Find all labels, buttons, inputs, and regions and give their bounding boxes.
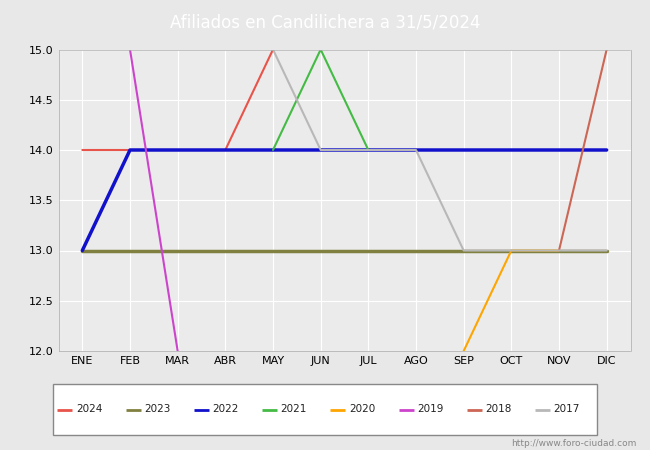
Text: 2020: 2020 xyxy=(349,405,375,414)
Text: 2018: 2018 xyxy=(486,405,512,414)
Text: 2017: 2017 xyxy=(554,405,580,414)
Text: http://www.foro-ciudad.com: http://www.foro-ciudad.com xyxy=(512,439,637,448)
Text: 2023: 2023 xyxy=(144,405,170,414)
FancyBboxPatch shape xyxy=(53,383,597,436)
Text: 2022: 2022 xyxy=(213,405,239,414)
Text: Afiliados en Candilichera a 31/5/2024: Afiliados en Candilichera a 31/5/2024 xyxy=(170,13,480,31)
Text: 2019: 2019 xyxy=(417,405,443,414)
Text: 2024: 2024 xyxy=(76,405,102,414)
Text: 2021: 2021 xyxy=(281,405,307,414)
